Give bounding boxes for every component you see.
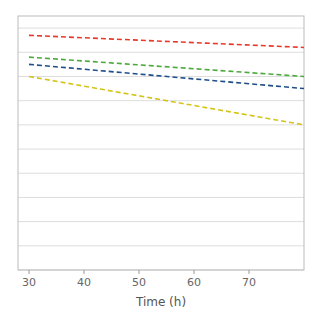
series-line	[29, 64, 304, 88]
x-tick-label: 50	[132, 276, 146, 289]
series-line	[29, 57, 304, 76]
grid-line	[18, 173, 304, 174]
series-line	[29, 76, 304, 124]
x-tick-label: 30	[22, 276, 36, 289]
grid-line	[18, 149, 304, 150]
grid	[18, 28, 304, 270]
grid-line	[18, 100, 304, 101]
x-tick-label: 60	[187, 276, 201, 289]
grid-line	[18, 28, 304, 29]
x-tick	[249, 270, 250, 274]
x-axis-label: Time (h)	[135, 295, 186, 309]
x-tick-label: 70	[242, 276, 256, 289]
x-tick	[29, 270, 30, 274]
grid-line	[18, 197, 304, 198]
grid-line	[18, 124, 304, 125]
x-tick-label: 40	[77, 276, 91, 289]
x-tick	[139, 270, 140, 274]
grid-line	[18, 52, 304, 53]
x-tick	[84, 270, 85, 274]
grid-line	[18, 221, 304, 222]
grid-line	[18, 245, 304, 246]
plot-frame	[18, 16, 304, 270]
series-line	[29, 35, 304, 47]
lines	[29, 35, 304, 125]
x-axis: 30 40 50 60 70	[22, 270, 256, 289]
x-tick	[194, 270, 195, 274]
chart: 30 40 50 60 70 Time (h)	[0, 0, 320, 320]
